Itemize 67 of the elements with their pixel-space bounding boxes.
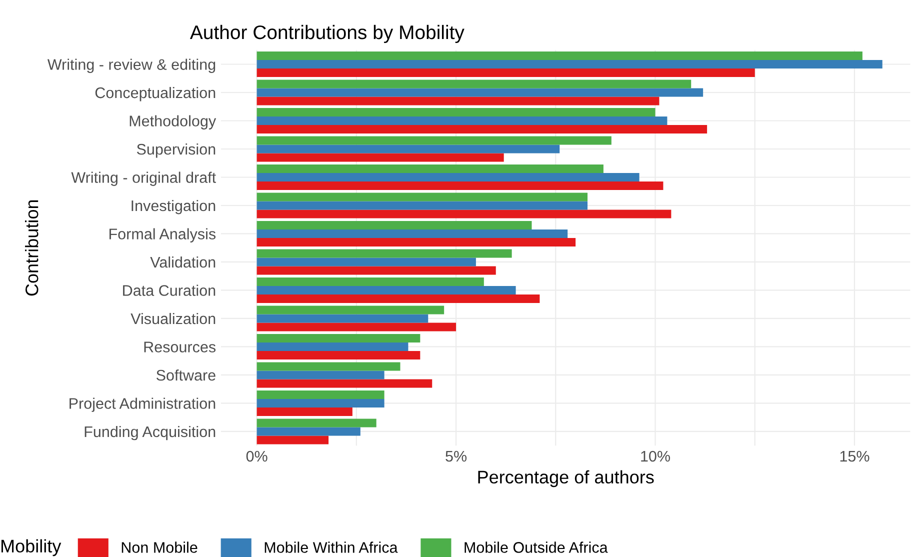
bar bbox=[256, 350, 420, 360]
bar bbox=[256, 201, 588, 210]
bar bbox=[256, 362, 400, 371]
bar bbox=[256, 418, 376, 428]
y-tick-label: Investigation bbox=[132, 200, 216, 214]
bar bbox=[256, 379, 432, 388]
y-tick-label: Project Administration bbox=[70, 398, 216, 412]
x-tick-label: 10% bbox=[641, 450, 670, 462]
bar bbox=[256, 96, 660, 106]
y-tick-label: Funding Acquisition bbox=[84, 426, 216, 440]
bar bbox=[256, 249, 512, 258]
bar bbox=[256, 407, 352, 416]
bar bbox=[256, 153, 504, 162]
bar bbox=[256, 314, 428, 323]
bar bbox=[256, 68, 755, 77]
bar bbox=[256, 238, 576, 246]
y-tick-label: Writing - review & editing bbox=[47, 58, 216, 73]
bar bbox=[256, 210, 672, 218]
bar bbox=[256, 427, 360, 436]
legend-label: Non Mobile bbox=[122, 542, 198, 553]
y-tick-label: Software bbox=[156, 369, 216, 381]
y-tick-label: Data Curation bbox=[123, 284, 216, 296]
y-tick-label: Visualization bbox=[130, 312, 216, 324]
bar bbox=[256, 398, 384, 408]
bar bbox=[256, 173, 640, 182]
bar bbox=[256, 116, 668, 125]
bar bbox=[256, 136, 612, 145]
bar bbox=[256, 342, 408, 351]
bar bbox=[256, 230, 568, 238]
bar bbox=[256, 181, 664, 190]
bar bbox=[256, 192, 588, 202]
y-tick-label: Resources bbox=[144, 342, 216, 352]
bar bbox=[256, 322, 456, 332]
bar bbox=[256, 108, 656, 117]
y-axis-title: Contribution bbox=[25, 200, 38, 296]
x-tick-label: 0% bbox=[246, 450, 268, 462]
bar bbox=[256, 52, 862, 60]
bar bbox=[256, 60, 882, 68]
bar bbox=[256, 334, 420, 342]
legend-label: Mobile Within Africa bbox=[264, 542, 398, 553]
bar bbox=[256, 88, 704, 97]
bar bbox=[256, 266, 496, 275]
bar bbox=[256, 124, 708, 134]
bar bbox=[256, 278, 484, 286]
x-tick-label: 15% bbox=[840, 450, 870, 462]
y-tick-label: Writing - original draft bbox=[71, 172, 216, 186]
bar bbox=[256, 258, 476, 266]
bar bbox=[256, 221, 532, 230]
bar bbox=[256, 286, 516, 294]
x-axis-title: Percentage of authors bbox=[478, 470, 654, 488]
x-tick-label: 5% bbox=[446, 450, 467, 462]
chart-title: Author Contributions by Mobility bbox=[190, 24, 464, 44]
y-tick-label: Validation bbox=[150, 256, 216, 268]
bar bbox=[256, 306, 444, 314]
bar bbox=[256, 370, 384, 380]
legend-label: Mobile Outside Africa bbox=[464, 542, 608, 553]
bar bbox=[256, 436, 329, 444]
bar bbox=[256, 80, 692, 88]
bar bbox=[256, 294, 540, 303]
y-tick-label: Conceptualization bbox=[95, 86, 216, 102]
legend-title: Mobility bbox=[1, 539, 62, 556]
bar bbox=[256, 144, 560, 154]
y-tick-label: Supervision bbox=[136, 143, 216, 158]
y-tick-label: Methodology bbox=[130, 115, 216, 130]
bar bbox=[256, 164, 604, 174]
bar bbox=[256, 390, 384, 399]
y-tick-label: Formal Analysis bbox=[110, 228, 216, 242]
